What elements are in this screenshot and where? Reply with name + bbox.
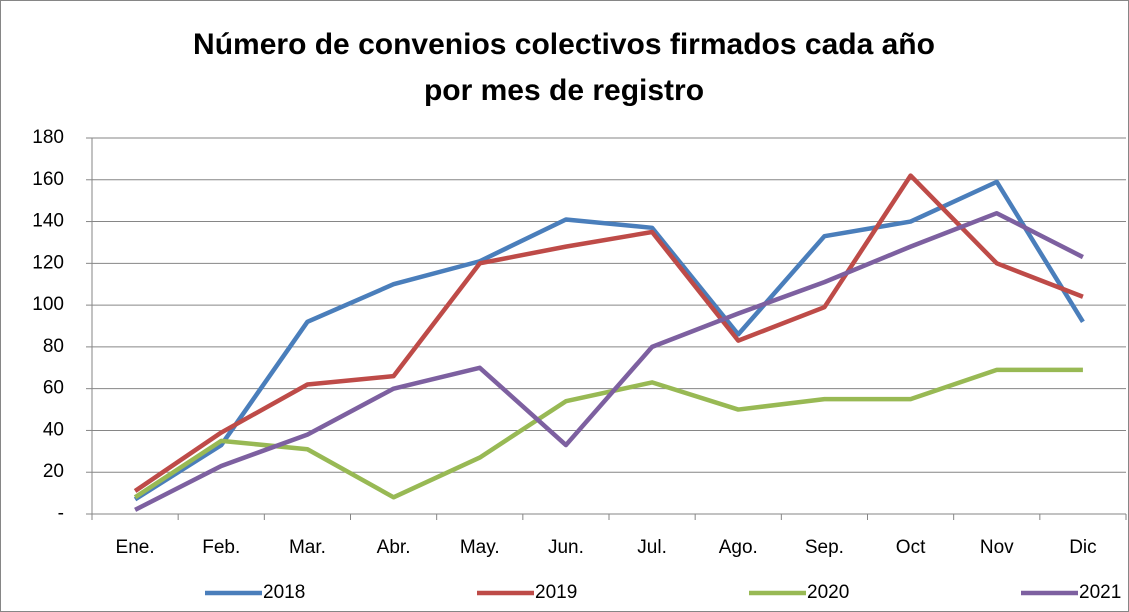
chart-title: Número de convenios colectivos firmados …	[193, 28, 935, 61]
x-tick-label: Sep.	[805, 537, 844, 558]
y-tick-label: 40	[43, 419, 64, 440]
y-tick-label: 120	[32, 252, 64, 273]
y-tick-label: 140	[32, 211, 64, 232]
y-tick-label: -	[58, 503, 64, 524]
series-line	[134, 210, 1084, 512]
y-tick-label: 160	[32, 169, 64, 190]
chart-title: por mes de registro	[424, 74, 704, 107]
series-line	[133, 367, 1083, 500]
x-tick-label: Jul.	[637, 537, 667, 558]
x-tick-label: Oct	[896, 537, 926, 558]
y-tick-label: 180	[32, 127, 64, 148]
legend-label: 2020	[807, 582, 849, 603]
x-tick-label: Ene.	[116, 537, 155, 558]
x-tick-label: Abr.	[377, 537, 411, 558]
x-tick-label: Nov	[980, 537, 1014, 558]
y-tick-label: 100	[32, 294, 64, 315]
x-tick-label: Dic	[1069, 537, 1096, 558]
series-line	[133, 173, 1084, 493]
x-tick-label: Jun.	[548, 537, 584, 558]
x-tick-label: Mar.	[289, 537, 326, 558]
legend-label: 2019	[535, 582, 577, 603]
y-tick-label: 60	[43, 378, 64, 399]
y-tick-label: 80	[43, 336, 64, 357]
y-tick-label: 20	[43, 461, 64, 482]
x-tick-label: Ago.	[719, 537, 758, 558]
x-tick-label: May.	[460, 537, 500, 558]
series-line	[133, 179, 1085, 502]
x-tick-label: Feb.	[202, 537, 240, 558]
legend-label: 2021	[1079, 582, 1121, 603]
legend-label: 2018	[263, 582, 305, 603]
